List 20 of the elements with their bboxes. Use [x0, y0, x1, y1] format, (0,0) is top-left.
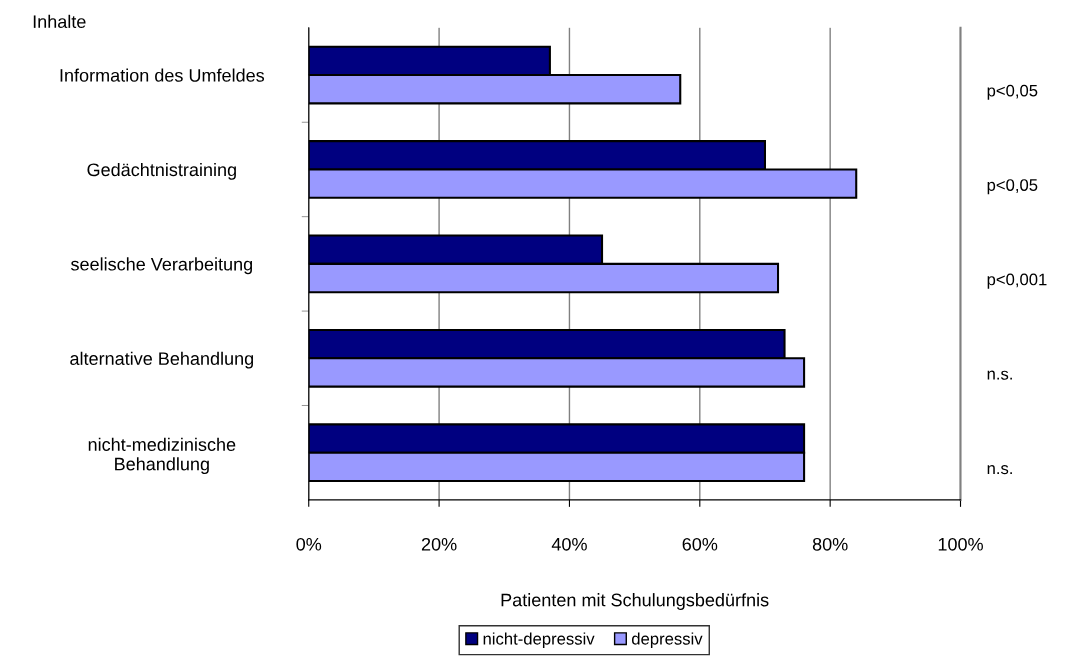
text: n.s. [987, 465, 1012, 475]
legend-label: nicht-depressiv [483, 632, 595, 648]
x-tick-label: 40% [551, 537, 587, 551]
text: p<0,001 [987, 273, 1047, 289]
x-tick-label: 20% [421, 537, 457, 551]
text: p<0,05 [987, 179, 1038, 195]
text: p<0,05 [987, 84, 1038, 100]
x-tick-label: 60% [682, 537, 718, 551]
text: n.s. [987, 370, 1012, 380]
y-tick-label: Information des Umfeldes [60, 68, 265, 82]
y-tick-label: alternative Behandlung [70, 351, 254, 369]
x-tick-label: 80% [812, 537, 848, 551]
x-tick-label: 0% [296, 537, 322, 551]
y-tick-label: seelische Verarbeitung [70, 257, 253, 275]
x-tick-label: 100% [938, 537, 983, 551]
legend-label: depressiv [631, 632, 703, 648]
y-tick-label: Gedächtnistraining [87, 162, 236, 180]
y-axis-title: Inhalte [33, 14, 86, 29]
x-axis-title: Patienten mit Schulungsbedürfnis [501, 593, 769, 610]
y-tick-label: nicht-medizinische Behandlung [88, 437, 236, 475]
